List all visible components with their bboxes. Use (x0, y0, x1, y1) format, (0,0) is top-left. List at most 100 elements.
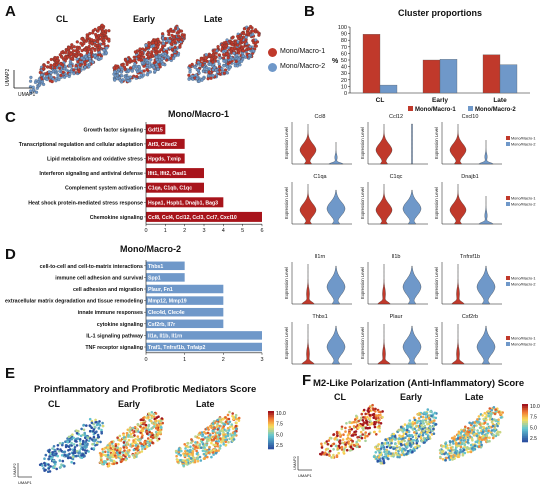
score-point (156, 439, 159, 442)
score-point (366, 423, 369, 426)
umap-a-point (71, 49, 76, 53)
score-point (419, 415, 423, 419)
violin-legend-swatch (506, 136, 510, 140)
category-label: IL-1 signaling pathway (86, 333, 143, 339)
score-point (423, 439, 427, 442)
colorbar-segment (268, 411, 274, 414)
score-point (403, 423, 407, 426)
umap-a-point (72, 45, 76, 49)
umap-a-point (45, 65, 50, 69)
umap-a-point (84, 55, 88, 59)
violin-y-label: Expression Level (360, 267, 365, 299)
colorbar-segment (522, 415, 528, 418)
score-point (354, 433, 357, 436)
score-point (71, 457, 75, 461)
score-point (450, 451, 453, 455)
violin-legend-label: Mono/Macro-2 (511, 343, 535, 347)
score-point (112, 459, 116, 463)
score-point (137, 430, 140, 433)
score-point (358, 445, 361, 448)
score-point (326, 442, 330, 446)
score-point (406, 445, 409, 448)
bar (146, 182, 204, 193)
score-point (361, 419, 365, 422)
umap-a-point (92, 38, 96, 43)
score-point (466, 441, 470, 444)
legend-label: Mono/Macro-1 (415, 107, 456, 113)
score-point (429, 426, 432, 429)
score-point (152, 412, 156, 416)
y-tick-label: 60 (341, 51, 347, 57)
umap-a-point (161, 52, 165, 56)
umap-a-plots (13, 23, 261, 95)
umap-a-point (204, 53, 208, 57)
umap-a-point (156, 60, 160, 64)
score-point (343, 441, 347, 444)
bar (146, 284, 224, 294)
umap-a-point (77, 70, 81, 74)
umap-a-point (225, 65, 229, 69)
score-point (464, 425, 467, 429)
violin-gene-title: Il1b (392, 254, 401, 260)
score-point (208, 425, 212, 428)
score-point (351, 447, 355, 451)
score-point (160, 417, 164, 420)
score-point (140, 450, 144, 453)
score-point (182, 464, 185, 467)
score-point (218, 424, 221, 428)
score-point (186, 442, 190, 445)
x-tick-label: 3 (202, 228, 205, 234)
score-point (342, 433, 345, 436)
umap-a-point (93, 32, 98, 37)
umap-a-point (102, 39, 106, 43)
score-point (184, 447, 187, 450)
score-point (358, 439, 361, 442)
score-point (457, 430, 461, 434)
umap-a-point (249, 24, 253, 29)
colorbar-segment (522, 426, 528, 429)
score-point (379, 410, 382, 414)
score-point (41, 464, 44, 467)
umap-a-ylabel: UMAP2 (5, 68, 11, 86)
score-point (482, 438, 486, 441)
umap-a-point (168, 39, 172, 43)
score-point (73, 451, 77, 454)
score-point (149, 435, 153, 438)
umap-a-point (120, 63, 125, 67)
colorbar-segment (268, 430, 274, 433)
score-point (135, 453, 138, 457)
umap-a-point (247, 47, 251, 51)
score-point (402, 447, 406, 451)
score-point (154, 412, 158, 415)
score-point (407, 437, 411, 441)
score-point (102, 462, 106, 466)
umap-a-point (224, 40, 228, 45)
umap-a-point (150, 50, 154, 54)
score-point (494, 424, 497, 427)
umap-a-point (113, 78, 117, 82)
score-point (341, 438, 345, 441)
violin-gene-title: Plaur (390, 314, 403, 320)
score-point (384, 438, 387, 441)
score-point (228, 410, 231, 414)
score-point (409, 445, 413, 448)
score-point (470, 422, 474, 425)
score-point (148, 430, 151, 434)
umap-a-point (49, 57, 53, 62)
colorbar-segment (268, 441, 274, 444)
umap-a-point (91, 31, 95, 35)
violin-legend-label: Mono/Macro-1 (511, 197, 535, 201)
score-point (219, 444, 222, 447)
score-point (205, 440, 209, 444)
score-point (414, 436, 418, 440)
umap-a-point (156, 45, 160, 49)
score-point (67, 435, 71, 439)
colorbar-segment (268, 443, 274, 446)
umap-a-point (211, 52, 215, 57)
score-point (66, 456, 70, 460)
score-point (375, 433, 378, 436)
score-point (456, 444, 459, 448)
umap-a-point (172, 56, 176, 61)
score-point (234, 413, 238, 417)
